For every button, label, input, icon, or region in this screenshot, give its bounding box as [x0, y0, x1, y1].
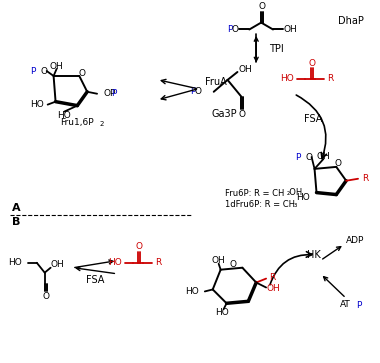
Text: B: B — [12, 217, 21, 227]
FancyArrowPatch shape — [270, 252, 312, 285]
Text: HO: HO — [296, 193, 310, 202]
Text: O: O — [239, 110, 246, 119]
Text: FruA: FruA — [205, 77, 226, 87]
Text: Fru6P: R = CH: Fru6P: R = CH — [225, 189, 284, 198]
Text: OH: OH — [50, 62, 63, 70]
Text: ₂OH: ₂OH — [287, 188, 303, 197]
Text: P: P — [295, 152, 301, 162]
Text: O: O — [135, 242, 142, 252]
Text: OH: OH — [284, 25, 298, 34]
Text: HO: HO — [280, 74, 294, 83]
Text: AT: AT — [340, 300, 351, 309]
Text: HO: HO — [215, 308, 228, 317]
Text: OH: OH — [212, 256, 226, 265]
Text: P: P — [30, 66, 36, 76]
Text: HO: HO — [8, 258, 22, 267]
Text: HK: HK — [307, 250, 320, 260]
Text: OH: OH — [317, 151, 330, 160]
Text: ADP: ADP — [346, 236, 364, 245]
Text: P: P — [190, 87, 196, 96]
Text: O: O — [308, 58, 315, 68]
Text: P: P — [111, 89, 116, 98]
Text: HO: HO — [30, 100, 44, 109]
Text: O: O — [41, 66, 48, 76]
Text: HO: HO — [185, 287, 199, 296]
Text: O: O — [306, 152, 313, 162]
Text: O: O — [232, 25, 239, 34]
Text: 2: 2 — [99, 121, 103, 127]
Text: R: R — [269, 273, 275, 282]
Text: R: R — [155, 258, 162, 267]
Text: Fru1,6P: Fru1,6P — [60, 118, 94, 127]
Text: O: O — [42, 292, 49, 301]
Text: FSA: FSA — [304, 114, 323, 125]
Text: ₃: ₃ — [294, 200, 297, 209]
Text: R: R — [362, 174, 368, 183]
Text: O: O — [79, 69, 86, 78]
Text: O: O — [335, 159, 342, 168]
Text: Ga3P: Ga3P — [212, 109, 238, 118]
Text: DhaP: DhaP — [338, 16, 364, 26]
Text: HO: HO — [58, 111, 71, 120]
Text: P: P — [356, 301, 361, 310]
Text: HO: HO — [108, 258, 122, 267]
Text: P: P — [227, 25, 232, 34]
Text: OH: OH — [51, 260, 64, 269]
Text: OH: OH — [239, 65, 252, 74]
Text: O: O — [229, 260, 236, 269]
Text: TPI: TPI — [269, 44, 284, 54]
Text: OP: OP — [103, 89, 116, 98]
Text: A: A — [12, 203, 21, 213]
Text: O: O — [195, 87, 202, 96]
Text: R: R — [327, 74, 334, 83]
Text: O: O — [259, 2, 266, 11]
Text: FSA: FSA — [86, 274, 104, 285]
Text: OH: OH — [266, 284, 280, 293]
Text: 1dFru6P: R = CH: 1dFru6P: R = CH — [225, 200, 294, 209]
FancyArrowPatch shape — [296, 95, 326, 159]
